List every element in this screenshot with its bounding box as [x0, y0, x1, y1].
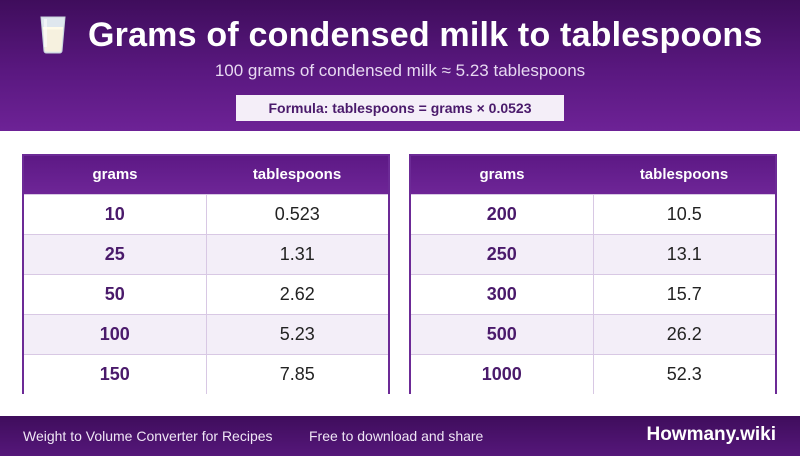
table-row: 500 26.2	[411, 314, 775, 354]
table-row: 100 5.23	[24, 314, 388, 354]
brand-logo-text[interactable]: Howmany.wiki	[646, 424, 776, 445]
grams-cell: 200	[411, 195, 594, 234]
tablespoons-cell: 0.523	[274, 204, 320, 224]
grams-cell: 100	[24, 315, 207, 354]
table-row: 25 1.31	[24, 234, 388, 274]
grams-cell: 500	[411, 315, 594, 354]
column-header-grams: grams	[92, 166, 138, 183]
table-row: 10 0.523	[24, 194, 388, 234]
grams-cell: 50	[24, 275, 207, 314]
table-body: 10 0.523 25 1.31 50 2.62 100 5.23 150 7.…	[24, 194, 388, 394]
tablespoons-cell: 15.7	[666, 284, 702, 304]
column-header-grams: grams	[479, 166, 525, 183]
column-header-tablespoons: tablespoons	[252, 166, 342, 183]
table-header: grams tablespoons	[24, 156, 388, 194]
table-row: 200 10.5	[411, 194, 775, 234]
grams-cell: 1000	[411, 355, 594, 394]
grams-cell: 25	[24, 235, 207, 274]
header-banner: Grams of condensed milk to tablespoons 1…	[0, 0, 800, 131]
table-row: 150 7.85	[24, 354, 388, 394]
tablespoons-cell: 2.62	[279, 284, 315, 304]
formula-box: Formula: tablespoons = grams × 0.0523	[236, 95, 564, 121]
column-header-tablespoons: tablespoons	[639, 166, 729, 183]
footer-converter-text: Weight to Volume Converter for Recipes	[23, 428, 273, 444]
tablespoons-cell: 10.5	[666, 204, 702, 224]
tablespoons-cell: 52.3	[666, 364, 702, 384]
table-body: 200 10.5 250 13.1 300 15.7 500 26.2 1000…	[411, 194, 775, 394]
tablespoons-cell: 26.2	[666, 324, 702, 344]
page-title: Grams of condensed milk to tablespoons	[88, 16, 763, 54]
title-row: Grams of condensed milk to tablespoons	[0, 12, 800, 58]
tablespoons-cell: 7.85	[279, 364, 315, 384]
table-row: 250 13.1	[411, 234, 775, 274]
grams-cell: 300	[411, 275, 594, 314]
conversion-table-left: grams tablespoons 10 0.523 25 1.31 50 2.…	[22, 154, 390, 394]
table-row: 50 2.62	[24, 274, 388, 314]
grams-cell: 250	[411, 235, 594, 274]
glass-of-milk-icon	[40, 16, 66, 54]
grams-cell: 10	[24, 195, 207, 234]
table-row: 1000 52.3	[411, 354, 775, 394]
footer-share-text: Free to download and share	[309, 428, 484, 444]
tablespoons-cell: 13.1	[666, 244, 702, 264]
tablespoons-cell: 1.31	[279, 244, 315, 264]
table-header: grams tablespoons	[411, 156, 775, 194]
tablespoons-cell: 5.23	[279, 324, 315, 344]
table-row: 300 15.7	[411, 274, 775, 314]
conversion-table-right: grams tablespoons 200 10.5 250 13.1 300 …	[409, 154, 777, 394]
page-subtitle: 100 grams of condensed milk ≈ 5.23 table…	[214, 61, 586, 80]
footer-bar: Weight to Volume Converter for Recipes F…	[0, 416, 800, 456]
grams-cell: 150	[24, 355, 207, 394]
